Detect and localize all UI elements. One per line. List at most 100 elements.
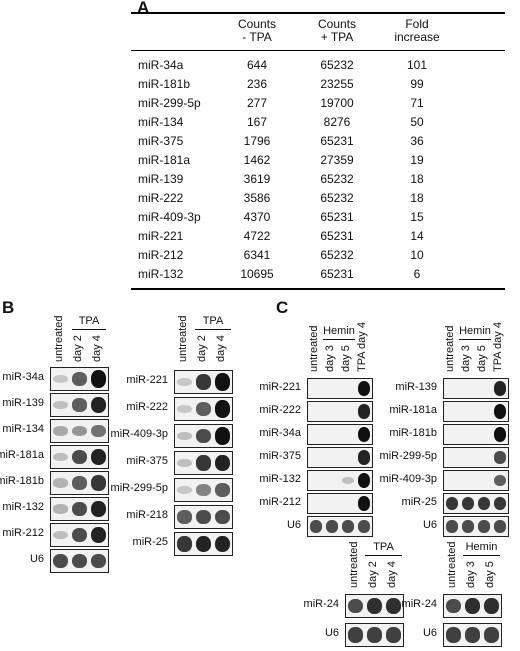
blot-band	[176, 510, 193, 524]
blot-band	[195, 484, 212, 496]
b-right-blot-strip	[174, 397, 233, 421]
blot-band	[477, 520, 491, 533]
group-label: TPA	[202, 315, 224, 327]
lane-label: untreated	[444, 325, 456, 372]
table-header-rule	[131, 50, 505, 51]
cell-mirna: miR-181a	[138, 153, 191, 167]
blot-band	[347, 627, 364, 643]
b-right-row-label: miR-218	[126, 509, 168, 521]
table-row: miR-222 3586 65232 18	[131, 189, 505, 207]
blot-band	[341, 520, 355, 533]
blot-band	[71, 398, 88, 412]
c-right-blot-strip	[443, 447, 509, 468]
lane-label: day 3	[464, 561, 477, 588]
c-left-row-label: miR-221	[259, 380, 301, 393]
header-fold-increase: Fold increase	[394, 17, 440, 44]
b-left-blot-strip	[50, 393, 109, 417]
b-left-row-label: miR-181a	[0, 449, 44, 461]
cell-fold: 10	[410, 248, 424, 262]
blot-band	[52, 374, 69, 384]
header-counts-plus-tpa: Counts + TPA	[317, 17, 357, 44]
blot-band	[477, 496, 491, 511]
lane-label: day 2	[195, 335, 208, 362]
group-line	[72, 329, 106, 330]
lane-label: day 5	[340, 345, 352, 372]
b-right-row-label: miR-222	[126, 401, 168, 413]
c-right-blot-strip	[443, 470, 509, 491]
blot-band	[461, 496, 475, 511]
cell-fold: 15	[410, 210, 424, 224]
bottom-left-blot-strip	[345, 623, 404, 647]
blot-band	[176, 458, 193, 468]
cell-mirna: miR-375	[138, 134, 184, 148]
c-right-blot-strip	[443, 516, 509, 537]
cell-fold: 19	[410, 153, 424, 167]
b-right-blot-strip	[174, 451, 233, 475]
table-row: miR-375 1796 65231 36	[131, 132, 505, 150]
group-label: Hemin	[459, 325, 491, 337]
cell-counts-plus: 65231	[320, 210, 354, 224]
c-left-blot-strip	[307, 401, 373, 422]
blot-band	[366, 597, 383, 615]
bottom-left-row-label: U6	[324, 627, 339, 639]
blot-band	[214, 454, 231, 472]
c-right-blot-strip	[443, 378, 509, 399]
b-left-row-label: miR-139	[2, 397, 44, 409]
b-left-blot-strip	[50, 523, 109, 547]
c-left-row-label: miR-132	[259, 472, 301, 485]
cell-counts-plus: 65232	[320, 172, 354, 186]
blot-band	[90, 424, 107, 438]
table-row: miR-409-3p 4370 65231 15	[131, 208, 505, 226]
blot-band	[483, 627, 500, 643]
cell-mirna: miR-34a	[138, 58, 184, 72]
group-line	[459, 339, 491, 340]
cell-counts-minus: 3619	[243, 172, 271, 186]
blot-band	[325, 520, 339, 533]
blot-band	[483, 597, 500, 615]
panel-letter-a: A	[137, 0, 150, 17]
blot-band	[195, 428, 212, 444]
blot-band	[493, 451, 507, 464]
blot-band	[176, 485, 193, 495]
blot-band	[71, 553, 88, 569]
blot-band	[493, 426, 507, 443]
table-row: miR-181a 1462 27359 19	[131, 151, 505, 169]
c-left-blot-strip	[307, 493, 373, 514]
blot-band	[90, 475, 107, 491]
blot-band	[195, 455, 212, 471]
blot-band	[195, 402, 212, 416]
blot-band	[176, 536, 193, 552]
blot-band	[366, 627, 383, 643]
b-left-row-label: miR-34a	[2, 371, 44, 383]
blot-band	[445, 496, 459, 511]
bottom-right-row-label: miR-24	[401, 598, 437, 610]
blot-band	[341, 476, 355, 485]
c-right-row-label: miR-181a	[389, 403, 437, 416]
c-left-row-label: U6	[286, 518, 301, 531]
lane-label: TPA day 4	[492, 322, 504, 372]
blot-band	[357, 426, 371, 443]
blot-band	[385, 627, 402, 643]
cell-counts-plus: 65232	[320, 191, 354, 205]
cell-counts-minus: 1462	[243, 153, 271, 167]
bottom-right-blot-strip	[443, 623, 502, 647]
blot-band	[71, 501, 88, 517]
cell-counts-minus: 3586	[243, 191, 271, 205]
lane-label: day 3	[324, 345, 336, 372]
blot-band	[71, 372, 88, 386]
cell-counts-plus: 65232	[320, 248, 354, 262]
blot-band	[90, 396, 107, 414]
lane-label: untreated	[308, 325, 320, 372]
cell-counts-plus: 8276	[323, 115, 351, 129]
b-left-blot-strip	[50, 445, 109, 469]
lane-label: day 2	[366, 561, 379, 588]
blot-band	[385, 597, 402, 615]
blot-band	[493, 474, 507, 487]
header-counts-minus-tpa: Counts - TPA	[237, 17, 277, 44]
cell-counts-plus: 65232	[320, 58, 354, 72]
blot-band	[493, 496, 507, 511]
blot-band	[176, 431, 193, 441]
lane-label: day 4	[90, 335, 103, 362]
bottom-right-row-label: U6	[422, 627, 437, 639]
b-left-row-label: miR-134	[2, 423, 44, 435]
